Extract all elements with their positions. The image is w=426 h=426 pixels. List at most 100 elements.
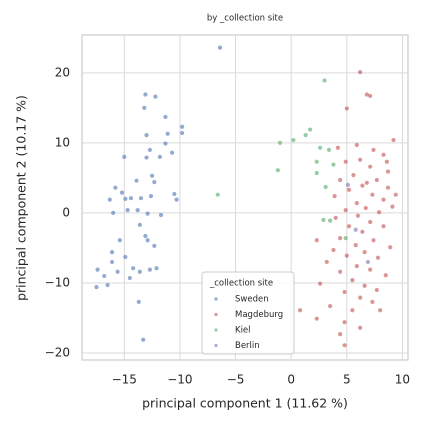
x-tick-label: −10 xyxy=(167,373,192,387)
point xyxy=(333,215,338,220)
point xyxy=(385,185,391,190)
point xyxy=(147,147,152,152)
point xyxy=(138,196,144,201)
point xyxy=(350,308,355,313)
legend-label: Kiel xyxy=(235,326,251,336)
y-tick-label: 20 xyxy=(55,65,70,79)
point xyxy=(142,105,147,110)
point xyxy=(375,255,381,260)
point xyxy=(152,179,157,185)
point xyxy=(363,205,368,211)
point xyxy=(277,140,283,145)
legend-label: Berlin xyxy=(235,341,260,351)
y-axis-label: principal component 2 (10.17 %) xyxy=(14,95,29,301)
point xyxy=(107,197,112,202)
point xyxy=(324,259,329,265)
point xyxy=(94,285,99,290)
legend-box xyxy=(201,271,295,355)
point xyxy=(368,267,373,272)
point xyxy=(355,213,361,218)
point xyxy=(314,316,319,321)
point xyxy=(123,196,128,202)
point xyxy=(105,282,110,288)
x-tick-label: 0 xyxy=(287,373,295,387)
point xyxy=(338,331,343,337)
point xyxy=(343,159,348,164)
point xyxy=(346,224,352,229)
point xyxy=(338,236,343,241)
point xyxy=(390,204,395,209)
point xyxy=(122,154,127,159)
point xyxy=(371,238,376,243)
point xyxy=(149,173,155,178)
point xyxy=(170,150,175,155)
point xyxy=(137,269,142,274)
point xyxy=(144,155,149,160)
x-tick-label: 5 xyxy=(343,373,351,387)
point xyxy=(127,275,132,281)
point xyxy=(374,177,379,183)
point xyxy=(143,92,148,97)
y-tick-label: 10 xyxy=(55,135,70,149)
legend-label: Magdeburg xyxy=(235,310,283,320)
point xyxy=(393,192,398,197)
point xyxy=(163,141,168,146)
point xyxy=(323,184,328,190)
point xyxy=(358,157,363,162)
point xyxy=(157,154,162,159)
point xyxy=(376,210,382,215)
point xyxy=(354,201,359,206)
point xyxy=(152,243,157,248)
point xyxy=(371,147,376,152)
point xyxy=(354,142,359,148)
point xyxy=(344,106,349,111)
point xyxy=(134,178,139,183)
point xyxy=(381,152,386,157)
legend-marker xyxy=(214,328,218,332)
point xyxy=(342,289,347,295)
point xyxy=(384,159,389,164)
point xyxy=(346,187,352,192)
point xyxy=(115,269,120,274)
point xyxy=(297,308,303,313)
point xyxy=(111,210,116,216)
point xyxy=(368,93,373,99)
point xyxy=(332,193,337,199)
point xyxy=(338,177,343,183)
point xyxy=(145,238,150,243)
point xyxy=(364,180,369,185)
point xyxy=(338,269,343,274)
point xyxy=(370,192,375,197)
point xyxy=(174,197,179,202)
point xyxy=(163,114,168,120)
legend-marker xyxy=(214,312,218,317)
y-tick-label: 0 xyxy=(62,205,70,219)
point xyxy=(145,211,150,216)
point xyxy=(351,172,356,178)
point xyxy=(385,169,391,174)
point xyxy=(125,208,130,213)
point xyxy=(275,168,280,173)
point xyxy=(362,250,367,255)
x-axis-label: principal component 1 (11.62 %) xyxy=(142,396,348,411)
point xyxy=(343,208,348,213)
point xyxy=(328,218,333,223)
point xyxy=(135,208,140,213)
point xyxy=(370,299,375,304)
point xyxy=(368,164,373,169)
point xyxy=(180,124,185,129)
point xyxy=(358,295,363,300)
point xyxy=(343,236,348,241)
point xyxy=(342,320,347,325)
point xyxy=(328,303,333,309)
legend-marker xyxy=(214,297,218,301)
point xyxy=(314,159,319,164)
point xyxy=(102,273,107,279)
point xyxy=(158,212,164,218)
point xyxy=(137,222,142,227)
point xyxy=(362,283,367,288)
point xyxy=(314,170,319,176)
point xyxy=(303,133,308,138)
point xyxy=(136,299,141,304)
